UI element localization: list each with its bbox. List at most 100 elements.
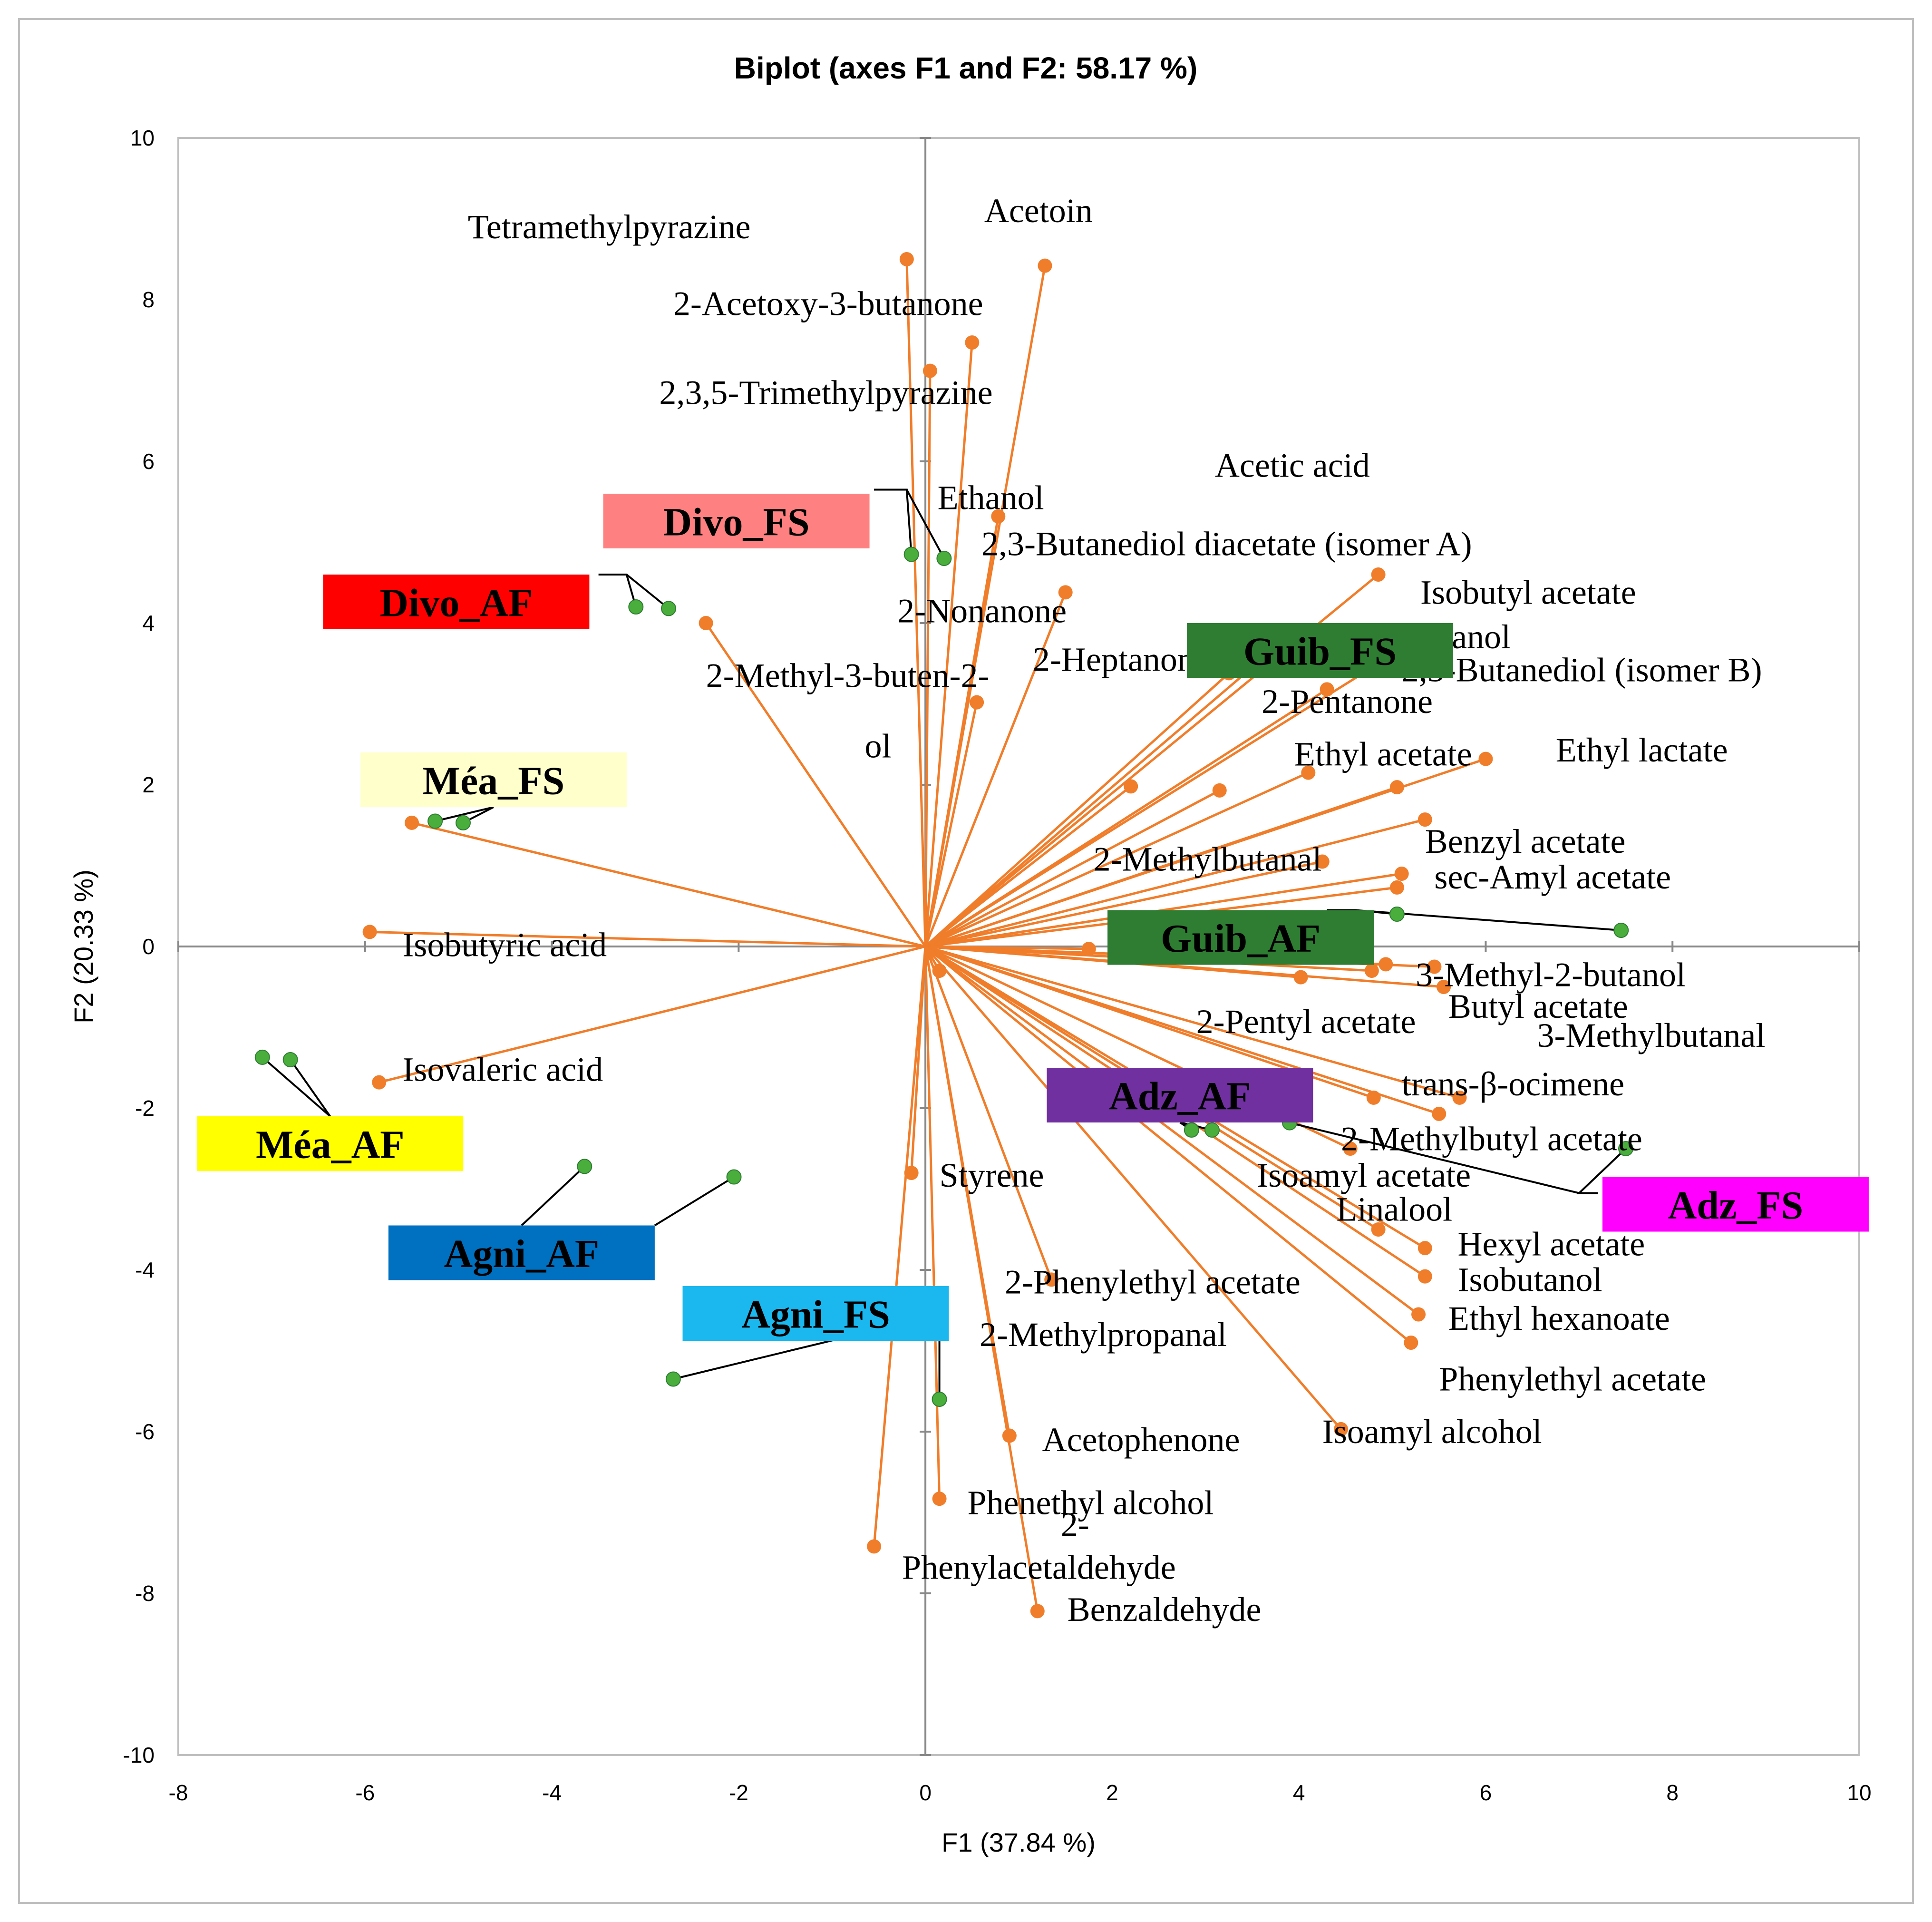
observation-label-text: Adz_AF bbox=[1109, 1074, 1251, 1119]
variable-label-2-methylbutyl-acetate: 2-Methylbutyl acetate bbox=[1341, 1120, 1642, 1158]
x-tick-label: 4 bbox=[1293, 1780, 1305, 1805]
observation-label-m-a-af: Méa_AF bbox=[197, 1116, 464, 1171]
variable-label-benzaldehyde: Benzaldehyde bbox=[1068, 1590, 1262, 1629]
vector-point bbox=[404, 815, 419, 830]
variable-label-acetophenone: Acetophenone bbox=[1042, 1421, 1240, 1459]
vector-line bbox=[925, 860, 1323, 948]
y-axis-label: F2 (20.33 %) bbox=[68, 869, 98, 1024]
vector-point bbox=[1417, 1241, 1432, 1256]
vector-line bbox=[924, 946, 1412, 1344]
observation-label-text: Agni_FS bbox=[741, 1293, 890, 1337]
vector-point bbox=[965, 335, 980, 350]
y-tick-label: 0 bbox=[142, 934, 155, 959]
observation-point-m-a-af bbox=[282, 1052, 298, 1067]
variable-label-2: 2- bbox=[1061, 1506, 1089, 1544]
variable-label-tetramethylpyrazine: Tetramethylpyrazine bbox=[468, 208, 751, 246]
variable-label-isobutyl-acetate: Isobutyl acetate bbox=[1420, 573, 1636, 611]
variable-vector-2-3-5-trimethylpyrazine bbox=[922, 363, 937, 947]
variable-label-2-3-butanediol-isomer-b: 2,3-Butanediol (isomer B) bbox=[1402, 651, 1762, 689]
vector-line bbox=[905, 259, 927, 947]
variable-vector-ethyl-acetate bbox=[925, 765, 1316, 948]
variable-vector-isoamyl-alcohol bbox=[924, 946, 1349, 1436]
vector-point bbox=[1379, 957, 1393, 972]
variable-label-2-3-5-trimethylpyrazine: 2,3,5-Trimethylpyrazine bbox=[659, 374, 992, 412]
variable-vector-2-acetoxy-3-butanone bbox=[924, 335, 980, 947]
variable-vector-trans-ocimene bbox=[925, 945, 1467, 1105]
vector-point bbox=[362, 925, 377, 939]
y-tick-label: 10 bbox=[130, 126, 155, 150]
observation-point-agni-af bbox=[577, 1159, 592, 1174]
vector-line bbox=[925, 786, 1398, 948]
variable-vector-isobutyric-acid bbox=[362, 925, 926, 948]
variable-vector-2-methylbutyl-acetate bbox=[925, 945, 1447, 1121]
observation-label-text: Guib_AF bbox=[1161, 917, 1320, 961]
variable-vector-2-methylbutanal bbox=[924, 783, 1227, 948]
x-tick-label: -8 bbox=[169, 1780, 188, 1805]
observation-point-divo-fs bbox=[903, 546, 919, 562]
observation-point-adz-af bbox=[1184, 1122, 1199, 1138]
variable-vector-2-methyl-3-buten-2-ol bbox=[924, 695, 984, 947]
vector-line bbox=[379, 945, 926, 1084]
vector-point bbox=[991, 509, 1006, 524]
vector-point bbox=[1343, 1141, 1358, 1156]
vector-point bbox=[1417, 1269, 1432, 1284]
vector-point bbox=[1081, 942, 1096, 956]
x-tick-label: -2 bbox=[729, 1780, 748, 1805]
vector-line bbox=[924, 672, 1230, 947]
variable-label-acetic-acid: Acetic acid bbox=[1215, 447, 1370, 485]
variable-vector-phenethyl-alcohol bbox=[924, 946, 947, 1506]
vector-line bbox=[925, 945, 1460, 1099]
variable-vector-center-variable bbox=[925, 942, 1096, 956]
vector-point bbox=[1212, 783, 1227, 798]
variable-label-phenylethyl-acetate: Phenylethyl acetate bbox=[1439, 1360, 1706, 1398]
variable-vector-tetramethylpyrazine bbox=[899, 252, 927, 947]
observation-point-divo-af bbox=[628, 599, 644, 615]
variable-label-styrene: Styrene bbox=[940, 1156, 1044, 1194]
vector-line bbox=[924, 789, 1220, 948]
observation-label-box bbox=[323, 575, 590, 629]
leader-line-divo-fs bbox=[874, 488, 945, 559]
variable-label-isoamyl-acetate: Isoamyl acetate bbox=[1257, 1156, 1471, 1194]
variable-label-2-pentyl-acetate: 2-Pentyl acetate bbox=[1196, 1003, 1416, 1041]
variable-label-ethyl-acetate: Ethyl acetate bbox=[1294, 735, 1472, 773]
variable-vector-ethyl-lactate bbox=[925, 780, 1404, 948]
leader-line-m-a-fs bbox=[435, 806, 494, 822]
vector-point bbox=[1124, 779, 1138, 794]
variable-label-2-phenylethyl-acetate: 2-Phenylethyl acetate bbox=[1005, 1263, 1301, 1301]
variable-vector-2-methylpropanal bbox=[924, 946, 947, 978]
vector-point bbox=[1432, 1106, 1447, 1121]
observation-labels: Divo_FS Divo_AF Guib_FS Méa_FS Guib_AF Méa_AF… bbox=[197, 494, 1869, 1341]
vector-line bbox=[925, 945, 1089, 950]
variable-label-sec-amyl-acetate: sec-Amyl acetate bbox=[1434, 858, 1671, 896]
vector-line bbox=[925, 771, 1309, 948]
leader-line-m-a-af bbox=[290, 1059, 331, 1117]
leader-line-m-a-af bbox=[262, 1056, 331, 1117]
variable-label-isoamyl-alcohol: Isoamyl alcohol bbox=[1322, 1413, 1542, 1451]
observation-label-box bbox=[1047, 1068, 1313, 1122]
variable-label-trans-ocimene: trans-β-ocimene bbox=[1402, 1065, 1624, 1103]
vector-line bbox=[924, 945, 1419, 1316]
variable-label-3-methyl-2-butanol: 3-Methyl-2-butanol bbox=[1416, 956, 1686, 994]
observation-point-divo-fs bbox=[936, 551, 952, 566]
observation-label-agni-af: Agni_AF bbox=[388, 1225, 655, 1280]
vector-point bbox=[1371, 1222, 1386, 1237]
y-tick-label: 8 bbox=[142, 287, 155, 312]
observation-label-text: Guib_FS bbox=[1243, 630, 1397, 674]
vector-point bbox=[867, 1539, 882, 1554]
vector-point bbox=[1320, 682, 1334, 697]
variable-vectors bbox=[362, 252, 1493, 1619]
observation-label-box bbox=[603, 494, 870, 548]
vector-line bbox=[924, 592, 1067, 947]
leader-line-agni-af bbox=[521, 1165, 585, 1226]
vector-point bbox=[1293, 970, 1308, 985]
variable-vector-2-phenylacetaldehyde bbox=[867, 946, 927, 1554]
variable-label-isobutyric-acid: Isobutyric acid bbox=[402, 926, 607, 964]
variable-labels: Tetramethylpyrazine Acetoin 2-Acetoxy-3-bu… bbox=[402, 192, 1765, 1629]
observation-points bbox=[254, 546, 1634, 1407]
vector-line bbox=[924, 688, 1328, 948]
vector-line bbox=[925, 818, 1426, 948]
variable-vector-2-3-butanediol-diacetate-isomer-a bbox=[924, 682, 1334, 948]
variable-label-ethyl-hexanoate: Ethyl hexanoate bbox=[1448, 1299, 1670, 1337]
vector-point bbox=[372, 1075, 387, 1090]
